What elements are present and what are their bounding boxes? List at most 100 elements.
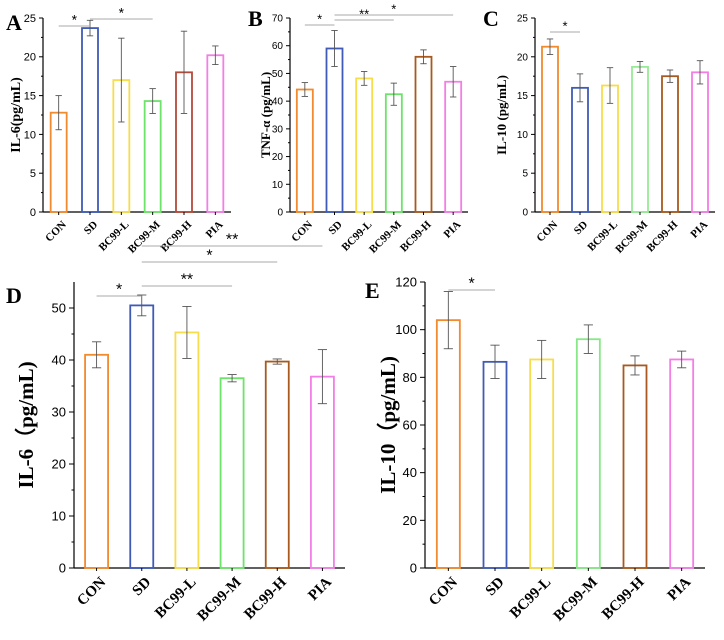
y-tick-label: 80 [403,370,417,385]
bar-pia [310,375,335,569]
y-tick-label: 5 [522,169,528,180]
bar-bc99-l [529,358,555,569]
y-tick-label: 60 [403,418,417,433]
y-axis-label: IL-6(pg/mL) [9,77,24,153]
x-tick-label: BC99-M [126,218,163,255]
panel-letter: B [248,6,263,31]
significance-label: ** [359,7,369,22]
bar-bc99-h [414,55,433,213]
panel-letter: D [6,283,22,308]
y-tick-label: 0 [277,208,283,219]
x-tick-label: SD [326,219,344,237]
y-tick-label: 20 [52,457,66,472]
x-tick-label: BC99-H [398,218,434,254]
significance-label: ** [226,232,238,249]
x-tick-label: CON [74,574,109,609]
x-tick-label: PIA [204,219,226,241]
x-tick-label: SD [572,219,590,237]
y-tick-label: 10 [272,180,284,191]
x-tick-label: BC99-M [367,218,404,255]
bar-bc99-l [355,77,374,213]
bar-bc99-l [174,331,200,569]
y-tick-label: 20 [272,152,284,163]
bar-con [541,45,559,213]
bar-pia [206,54,225,213]
x-tick-label: PIA [441,219,463,241]
significance-label: * [391,2,396,17]
x-tick-label: SD [483,574,508,599]
y-tick-label: 25 [517,14,529,25]
significance-label: * [116,282,122,299]
significance-label: * [469,276,475,293]
y-tick-label: 30 [52,405,66,420]
bar-con [295,88,314,213]
y-tick-label: 10 [517,130,529,141]
significance-label: * [72,12,78,28]
y-tick-label: 0 [522,208,528,219]
chart-panel-d: D IL-6（pg/mL) 0 10 20 30 40 50 CON SDBC99-LBC99-M… [6,232,345,625]
x-tick-label: CON [534,219,560,245]
bar-sd [129,304,155,569]
x-tick-label: SD [82,219,100,237]
y-tick-label: 25 [24,13,36,25]
bar-bc99-h [661,75,679,213]
y-tick-label: 40 [52,353,66,368]
significance-label: * [562,19,567,34]
x-tick-label: BC99-M [551,574,601,624]
y-tick-label: 0 [30,207,36,219]
y-tick-label: 40 [403,465,417,480]
y-tick-label: 20 [517,52,529,63]
x-tick-label: BC99-L [152,574,199,621]
bar-bc99-h [622,364,648,569]
significance-label: ** [181,272,193,289]
x-tick-label: CON [43,219,69,245]
bar-sd [81,27,99,213]
x-tick-label: BC99-L [507,574,554,621]
bar-pia [691,71,709,213]
bar-sd [325,47,344,213]
bar-pia [444,80,463,213]
bar-con [84,353,109,569]
y-tick-label: 10 [24,129,36,141]
x-tick-label: BC99-M [194,574,244,624]
x-tick-label: BC99-M [613,218,650,255]
x-tick-label: PIA [305,574,335,604]
bar-bc99-m [219,377,245,569]
y-tick-label: 100 [395,322,417,337]
y-tick-label: 30 [272,124,284,135]
panel-letter: A [6,10,22,35]
y-tick-label: 15 [24,90,36,102]
y-tick-label: 60 [272,41,284,52]
bar-pia [669,358,695,569]
y-tick-label: 50 [52,301,66,316]
significance-label: * [206,248,212,265]
y-tick-label: 5 [30,168,36,180]
y-tick-label: 40 [272,97,284,108]
significance-label: * [119,5,125,21]
bar-bc99-h [264,360,290,569]
panel-letter: C [483,6,499,31]
y-tick-label: 70 [272,14,284,25]
bar-bc99-m [575,338,601,569]
x-tick-label: BC99-H [241,574,290,623]
y-axis-label: IL-10（pg/mL) [376,356,400,494]
x-tick-label: CON [426,574,461,609]
x-tick-label: CON [289,219,315,245]
x-tick-label: BC99-H [159,218,195,254]
bar-con [435,319,461,569]
y-tick-label: 10 [52,509,66,524]
y-tick-label: 15 [517,91,529,102]
x-tick-label: BC99-H [599,574,648,623]
y-tick-label: 0 [410,561,417,576]
x-tick-label: BC99-H [645,218,681,254]
y-axis-label: IL-10 (pg/mL) [494,75,509,155]
y-tick-label: 50 [272,69,284,80]
bar-sd [482,360,508,569]
y-tick-label: 20 [403,513,417,528]
x-tick-label: PIA [688,219,710,241]
y-tick-label: 120 [395,275,417,290]
